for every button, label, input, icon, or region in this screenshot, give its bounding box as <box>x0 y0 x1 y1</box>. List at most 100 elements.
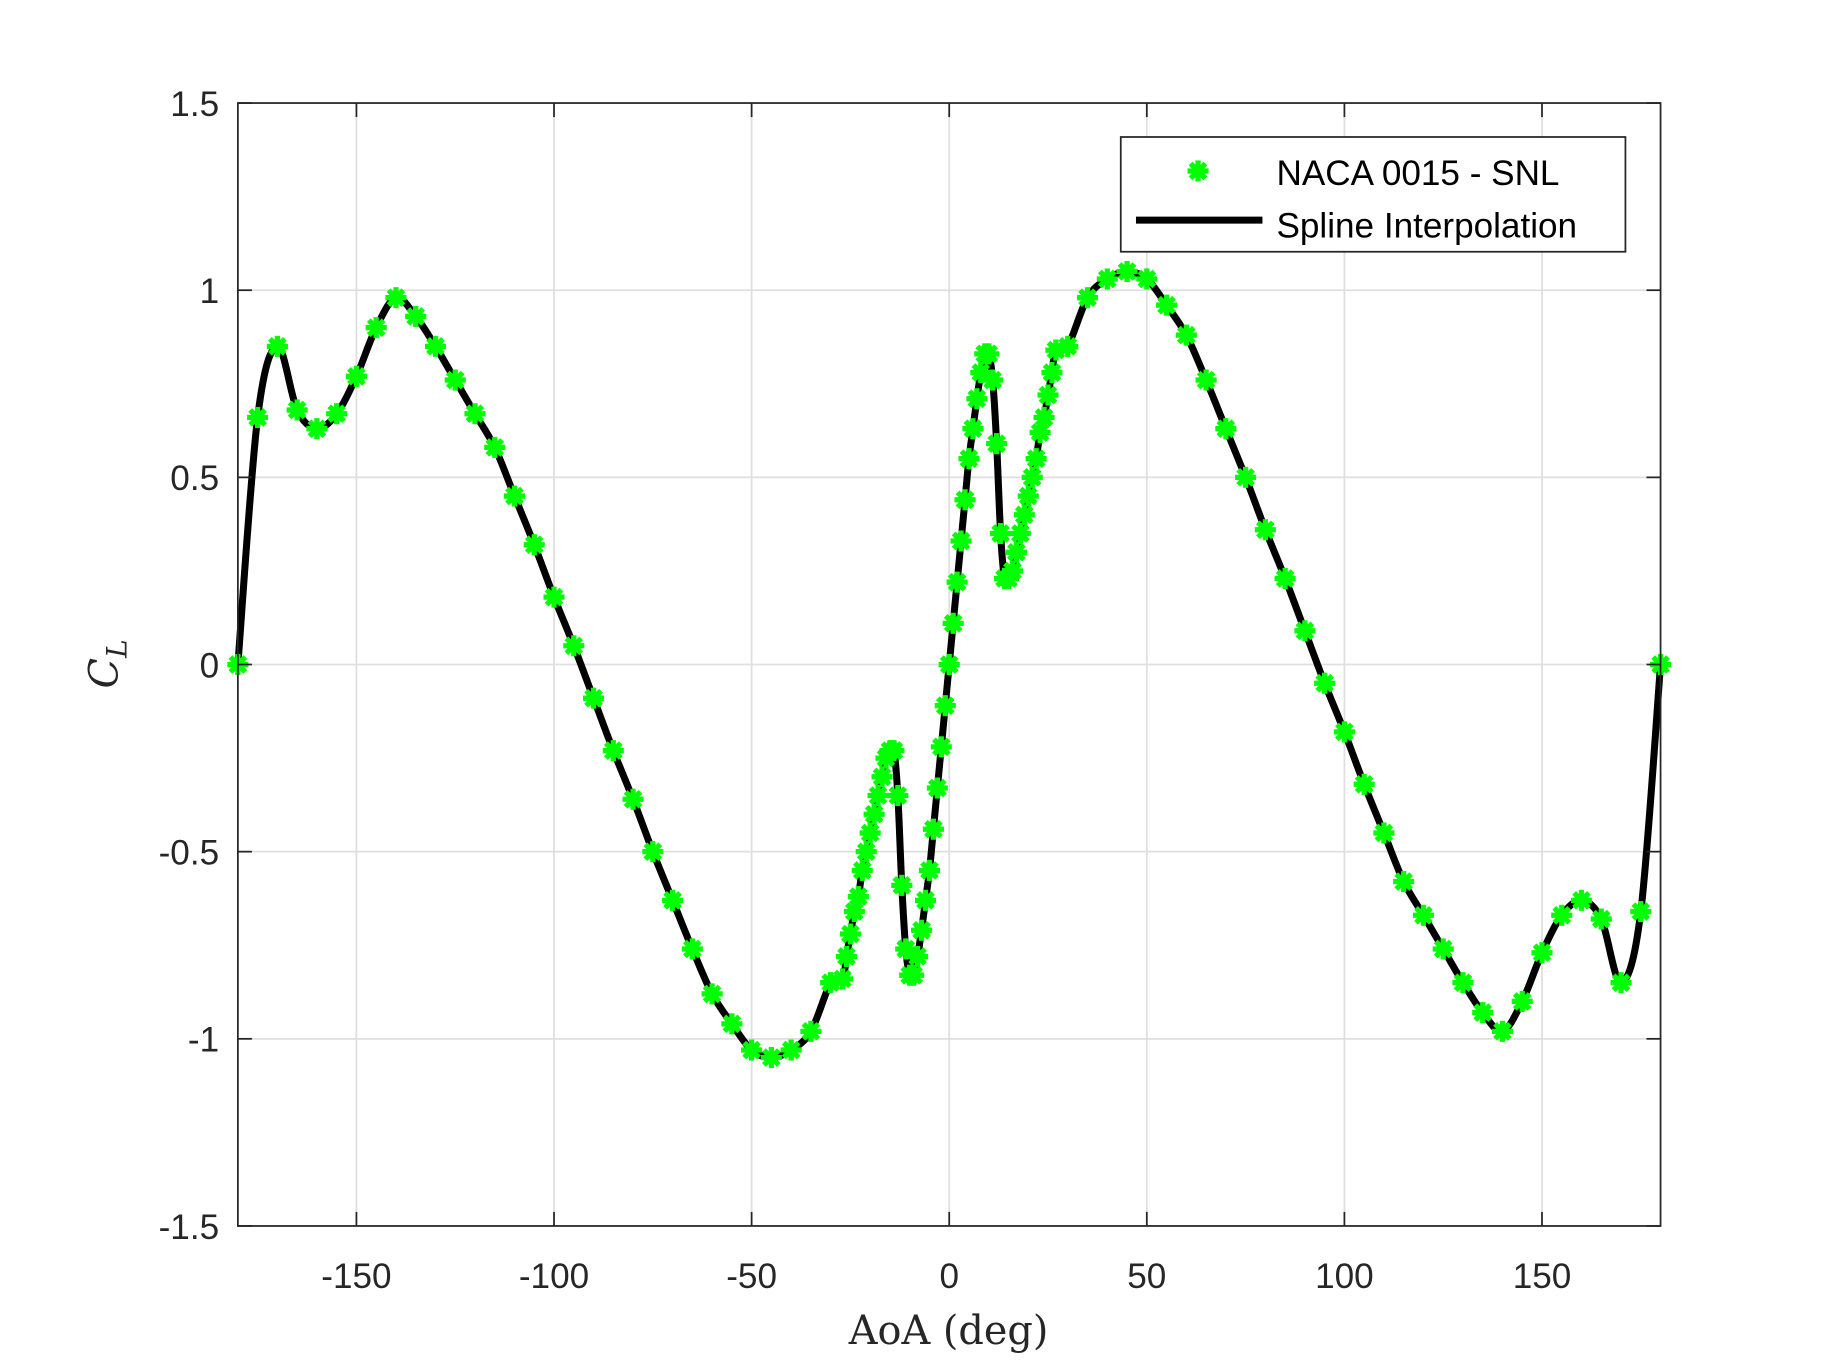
asterisk-stroke <box>1003 561 1022 581</box>
data-point-marker <box>563 635 585 657</box>
data-point-marker <box>847 886 869 908</box>
y-tick-label: -0.5 <box>159 834 220 873</box>
asterisk-stroke <box>916 891 935 910</box>
asterisk-stroke <box>864 804 884 824</box>
data-point-marker <box>950 530 972 552</box>
asterisk-stroke <box>1453 973 1473 992</box>
data-point-marker <box>365 317 387 339</box>
asterisk-stroke <box>1034 408 1054 427</box>
data-point-marker <box>871 766 893 788</box>
x-tick-label: -50 <box>726 1257 777 1296</box>
asterisk-stroke <box>920 861 939 880</box>
asterisk-stroke <box>896 939 916 959</box>
data-point-marker <box>1333 721 1355 743</box>
asterisk-stroke <box>1078 288 1097 307</box>
data-point-marker <box>954 489 976 511</box>
data-point-marker <box>1630 901 1652 923</box>
data-point-marker <box>662 889 684 911</box>
asterisk-stroke <box>1354 774 1374 794</box>
asterisk-stroke <box>939 655 959 674</box>
asterisk-stroke <box>603 741 623 760</box>
data-point-marker <box>306 418 328 440</box>
data-point-marker <box>990 522 1012 545</box>
x-tick-label: 0 <box>939 1257 959 1296</box>
data-point-marker <box>1005 541 1027 563</box>
data-point-marker <box>266 335 288 357</box>
asterisk-stroke <box>722 1014 742 1034</box>
asterisk-stroke <box>912 920 931 940</box>
asterisk-stroke <box>947 572 967 592</box>
marker-series <box>227 260 1672 1069</box>
asterisk-stroke <box>248 408 267 427</box>
asterisk-stroke <box>1007 542 1026 562</box>
asterisk-stroke <box>1177 325 1196 345</box>
asterisk-stroke <box>287 400 307 420</box>
asterisk-stroke <box>1236 468 1255 487</box>
asterisk-stroke <box>1572 891 1591 910</box>
data-point-marker <box>286 399 308 421</box>
data-point-marker <box>1037 384 1059 406</box>
data-point-marker <box>1076 287 1099 309</box>
data-point-marker <box>946 571 968 593</box>
asterisk-stroke <box>1433 939 1453 959</box>
data-point-marker <box>1041 362 1063 384</box>
asterisk-stroke <box>860 823 880 843</box>
asterisk-stroke <box>872 767 892 787</box>
asterisk-stroke <box>991 524 1010 543</box>
asterisk-stroke <box>1532 943 1552 963</box>
asterisk-stroke <box>979 344 999 364</box>
data-point-marker <box>1412 904 1434 926</box>
asterisk-stroke <box>347 366 366 386</box>
asterisk-stroke <box>1157 295 1176 315</box>
data-point-marker <box>982 369 1004 391</box>
asterisk-stroke <box>426 337 445 356</box>
x-tick-labels: -150 -100 -50 0 50 100 150 <box>321 1257 1571 1296</box>
data-point-marker <box>958 448 980 470</box>
asterisk-stroke <box>1014 505 1034 525</box>
asterisk-stroke <box>524 535 544 555</box>
asterisk-stroke <box>892 876 912 895</box>
data-point-marker <box>464 403 486 425</box>
data-point-marker <box>1013 504 1035 526</box>
data-point-marker <box>966 388 988 410</box>
asterisk-stroke <box>1611 973 1631 992</box>
data-point-marker <box>914 889 937 911</box>
data-point-marker <box>1009 522 1031 545</box>
asterisk-stroke <box>268 337 287 356</box>
asterisk-stroke <box>1058 337 1078 356</box>
data-point-marker <box>642 841 664 863</box>
asterisk-stroke <box>955 490 975 510</box>
asterisk-stroke <box>852 861 872 880</box>
asterisk-stroke <box>1196 370 1216 390</box>
data-point-marker <box>1393 871 1415 893</box>
data-point-marker <box>1096 268 1118 290</box>
asterisk-stroke <box>663 891 682 910</box>
x-axis-label: AoA (deg) <box>848 1308 1049 1354</box>
asterisk-stroke <box>841 924 860 944</box>
asterisk-stroke <box>1473 1003 1493 1022</box>
asterisk-stroke <box>702 984 722 1004</box>
data-point-marker <box>883 740 905 762</box>
data-point-marker <box>855 841 877 863</box>
data-point-marker <box>1511 990 1533 1012</box>
legend-box <box>1119 136 1627 253</box>
data-point-marker <box>1017 485 1039 507</box>
y-axis-label: CL <box>81 639 133 688</box>
data-point-marker <box>934 695 956 717</box>
asterisk-stroke <box>837 947 856 966</box>
asterisk-stroke <box>327 404 346 424</box>
data-point-marker <box>424 335 447 357</box>
data-point-marker <box>741 1039 763 1061</box>
data-point-marker <box>1195 369 1217 391</box>
asterisk-stroke <box>1188 161 1208 181</box>
asterisk-stroke <box>1256 520 1275 540</box>
data-point-marker <box>1136 268 1158 290</box>
data-point-marker <box>903 964 925 986</box>
asterisk-stroke <box>1022 468 1042 487</box>
asterisk-stroke <box>1038 385 1058 405</box>
asterisk-stroke <box>564 636 584 656</box>
asterisk-stroke <box>386 288 406 307</box>
data-point-marker <box>986 433 1008 455</box>
